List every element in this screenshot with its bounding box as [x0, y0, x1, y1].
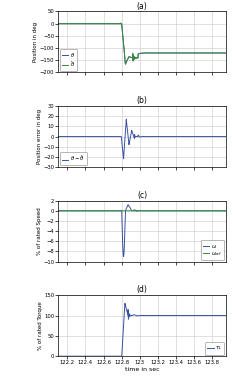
$\theta$ — [225, 51, 227, 55]
$\omega$ — [121, 232, 124, 237]
$\omega_{rcf}$ — [195, 208, 198, 213]
$\hat{\theta}$ — [158, 51, 160, 55]
Legend: $\theta$, $\hat{\theta}$: $\theta$, $\hat{\theta}$ — [60, 49, 77, 71]
Line: $\theta - \hat{\theta}$: $\theta - \hat{\theta}$ — [58, 119, 226, 159]
$\tau_L$ — [225, 313, 227, 318]
$\theta$ — [87, 21, 90, 26]
$\tau_L$ — [57, 354, 60, 358]
$\hat{\theta}$ — [182, 51, 185, 55]
Y-axis label: Position in deg: Position in deg — [33, 22, 38, 62]
$\tau_L$ — [121, 344, 124, 348]
$\theta$ — [195, 51, 198, 55]
Title: (a): (a) — [137, 2, 147, 11]
$\omega_{rcf}$ — [87, 208, 90, 213]
$\omega$ — [225, 208, 227, 213]
$\omega_{rcf}$ — [225, 208, 227, 213]
$\omega_{rcf}$ — [158, 208, 160, 213]
$\theta$ — [57, 21, 60, 26]
$\tau_L$ — [158, 313, 160, 318]
$\hat{\theta}$ — [121, 30, 124, 34]
$\omega_{rcf}$ — [121, 208, 124, 213]
$\omega$ — [122, 254, 125, 259]
Title: (b): (b) — [137, 96, 147, 105]
$\omega_{rcf}$ — [57, 208, 60, 213]
$\hat{\theta}$ — [120, 21, 122, 25]
$\hat{\theta}$ — [225, 51, 227, 55]
Line: $\hat{\theta}$: $\hat{\theta}$ — [58, 23, 226, 64]
$\omega$ — [166, 208, 169, 213]
$\tau_L$ — [195, 313, 198, 318]
$\theta - \hat{\theta}$ — [87, 134, 90, 139]
$\theta - \hat{\theta}$ — [182, 134, 185, 139]
Title: (d): (d) — [137, 285, 147, 295]
$\hat{\theta}$ — [87, 21, 90, 26]
Line: $\omega$: $\omega$ — [58, 205, 226, 257]
$\hat{\theta}$ — [195, 51, 198, 55]
$\theta$ — [124, 62, 127, 66]
Line: $\theta$: $\theta$ — [58, 24, 226, 64]
$\omega$ — [57, 208, 60, 213]
$\theta - \hat{\theta}$ — [195, 134, 198, 139]
$\theta - \hat{\theta}$ — [225, 134, 227, 139]
$\theta$ — [158, 51, 160, 55]
$\theta - \hat{\theta}$ — [122, 156, 125, 161]
$\tau_L$ — [87, 354, 90, 358]
$\omega$ — [87, 208, 90, 213]
$\tau_L$ — [182, 313, 185, 318]
X-axis label: time in sec: time in sec — [125, 367, 159, 372]
Legend: $\omega$, $\omega_{rcf}$: $\omega$, $\omega_{rcf}$ — [201, 241, 224, 260]
Legend: $\tau_L$: $\tau_L$ — [205, 342, 224, 355]
$\hat{\theta}$ — [166, 51, 169, 55]
$\hat{\theta}$ — [124, 62, 127, 67]
Y-axis label: Position error in deg: Position error in deg — [37, 109, 41, 164]
$\theta$ — [121, 28, 124, 33]
$\tau_L$ — [166, 313, 169, 318]
$\theta - \hat{\theta}$ — [166, 134, 169, 139]
Y-axis label: % of rated Torque: % of rated Torque — [38, 301, 43, 350]
$\theta - \hat{\theta}$ — [125, 117, 128, 122]
$\hat{\theta}$ — [57, 21, 60, 26]
Y-axis label: % of rated Speed: % of rated Speed — [37, 207, 41, 255]
$\theta$ — [182, 51, 185, 55]
$\theta - \hat{\theta}$ — [121, 145, 124, 149]
Title: (c): (c) — [137, 191, 147, 200]
Line: $\tau_L$: $\tau_L$ — [58, 303, 226, 356]
$\tau_L$ — [123, 301, 126, 306]
$\omega_{rcf}$ — [166, 208, 169, 213]
$\theta$ — [166, 51, 169, 55]
$\theta - \hat{\theta}$ — [158, 134, 160, 139]
$\omega$ — [127, 202, 130, 207]
$\omega$ — [182, 208, 185, 213]
$\omega$ — [195, 208, 198, 213]
$\theta - \hat{\theta}$ — [57, 134, 60, 139]
$\omega_{rcf}$ — [182, 208, 185, 213]
Legend: $\theta - \hat{\theta}$: $\theta - \hat{\theta}$ — [60, 152, 87, 165]
$\omega$ — [158, 208, 160, 213]
